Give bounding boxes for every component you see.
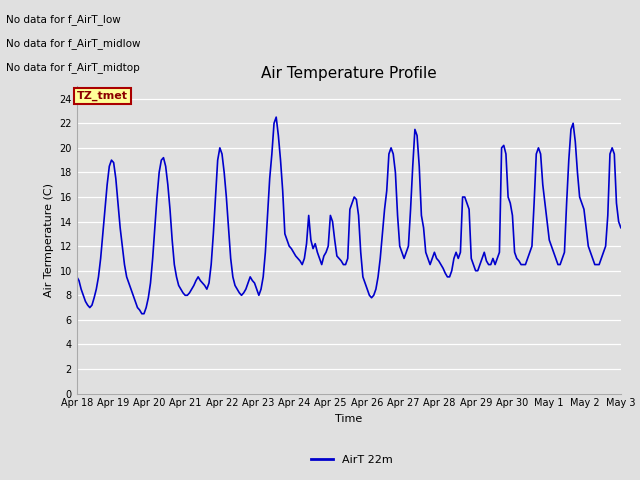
Text: TZ_tmet: TZ_tmet [77, 91, 128, 101]
Text: No data for f_AirT_low: No data for f_AirT_low [6, 14, 121, 25]
Text: No data for f_AirT_midtop: No data for f_AirT_midtop [6, 62, 140, 73]
Title: Air Temperature Profile: Air Temperature Profile [261, 66, 436, 81]
Legend: AirT 22m: AirT 22m [307, 451, 397, 469]
Text: No data for f_AirT_midlow: No data for f_AirT_midlow [6, 38, 141, 49]
Y-axis label: Air Termperature (C): Air Termperature (C) [44, 183, 54, 297]
X-axis label: Time: Time [335, 414, 362, 424]
